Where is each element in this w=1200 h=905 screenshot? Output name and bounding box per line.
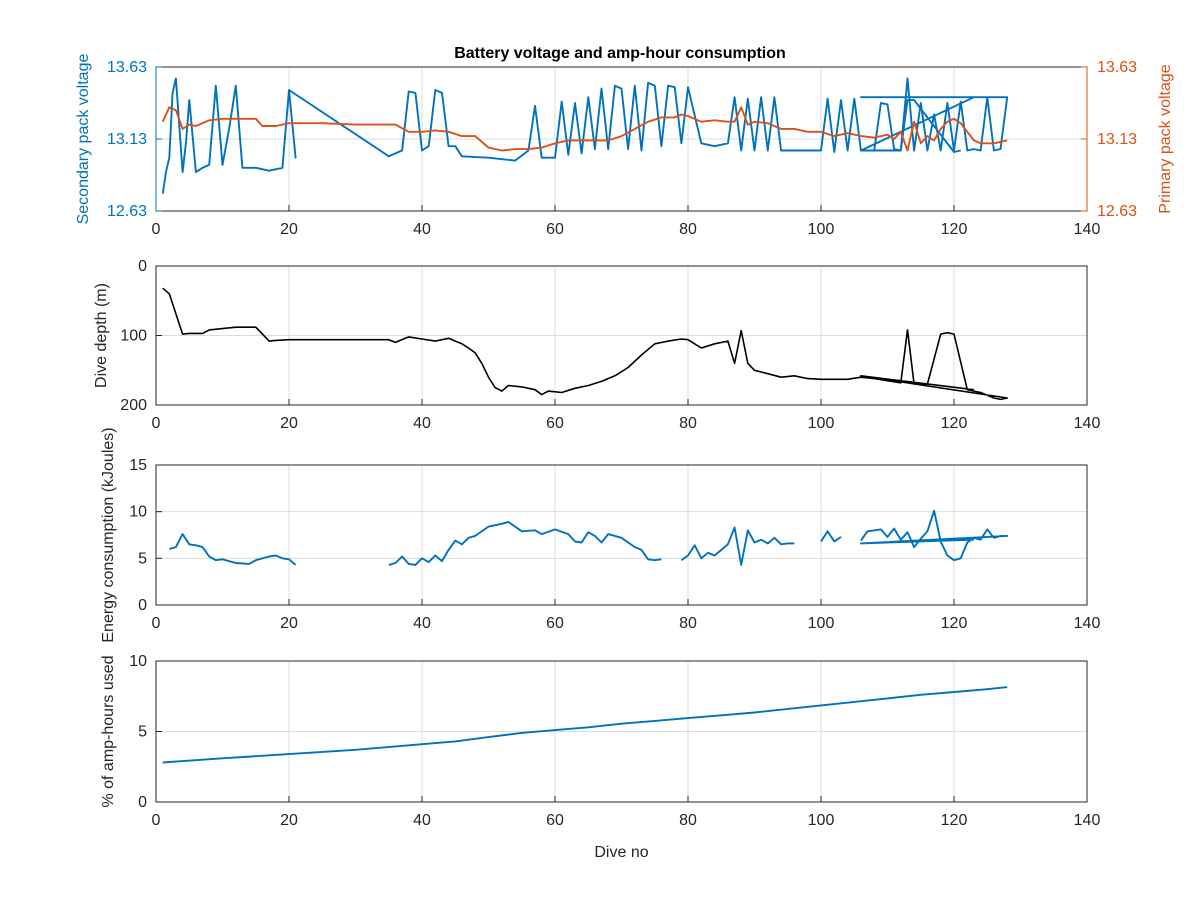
x-tick-label: 20 (280, 221, 298, 238)
y-tick-label: 12.63 (107, 203, 147, 220)
x-tick-label: 80 (679, 615, 697, 632)
x-tick-label: 80 (679, 221, 697, 238)
x-tick-label: 100 (808, 812, 835, 829)
x-tick-label: 140 (1074, 221, 1101, 238)
x-tick-label: 100 (808, 615, 835, 632)
series-line-1-segment-5 (859, 509, 1009, 562)
x-tick-label: 100 (808, 221, 835, 238)
x-tick-label: 20 (280, 615, 298, 632)
x-tick-label: 0 (152, 415, 161, 432)
chart-title: Battery voltage and amp-hour consumption (454, 45, 786, 62)
x-tick-label: 80 (679, 812, 697, 829)
x-tick-label: 0 (152, 812, 161, 829)
panel-3 (155, 464, 1088, 606)
y-axis-label: Secondary pack voltage (75, 54, 92, 225)
x-tick-label: 120 (941, 812, 968, 829)
x-tick-label: 140 (1074, 812, 1101, 829)
x-tick-label: 40 (413, 415, 431, 432)
y-axis-label: Energy consumption (kJoules) (100, 427, 117, 642)
y-tick-label: 5 (138, 550, 147, 567)
x-tick-label: 120 (941, 615, 968, 632)
x-tick-label: 140 (1074, 415, 1101, 432)
axes-box (155, 464, 1088, 606)
x-tick-label: 100 (808, 415, 835, 432)
y-tick-label: 100 (120, 328, 147, 345)
series-line-1-segment-3 (680, 526, 795, 566)
panel-4 (155, 660, 1088, 803)
panel-2 (155, 265, 1088, 406)
x-tick-label: 80 (679, 415, 697, 432)
x-tick-label: 20 (280, 415, 298, 432)
x-tick-label: 120 (941, 415, 968, 432)
series-line-2 (161, 106, 1008, 152)
x-tick-label: 60 (546, 221, 564, 238)
x-tick-label: 60 (546, 415, 564, 432)
panel-1 (155, 66, 1088, 212)
y-tick-label: 10 (129, 504, 147, 521)
y-tick-label: 15 (129, 457, 147, 474)
x-tick-label: 120 (941, 221, 968, 238)
x-axis-label: Dive no (594, 844, 648, 861)
series-line-1 (162, 686, 1008, 764)
x-tick-label: 0 (152, 221, 161, 238)
y2-tick-label: 13.63 (1097, 59, 1137, 76)
y-tick-label: 200 (120, 397, 147, 414)
y-tick-label: 13.63 (107, 59, 147, 76)
y2-tick-label: 12.63 (1097, 203, 1137, 220)
series-line-1 (162, 287, 1009, 401)
x-tick-label: 0 (152, 615, 161, 632)
y-tick-label: 0 (138, 794, 147, 811)
y-tick-label: 0 (138, 258, 147, 275)
y-tick-label: 0 (138, 597, 147, 614)
series-line-1-segment-1 (169, 533, 297, 566)
plot-area (156, 465, 1087, 605)
x-tick-label: 40 (413, 615, 431, 632)
y2-tick-label: 13.13 (1097, 131, 1137, 148)
y-tick-label: 5 (138, 724, 147, 741)
x-tick-label: 60 (546, 812, 564, 829)
series-line-1-segment-2 (388, 520, 662, 566)
y-axis-label: Dive depth (m) (93, 283, 110, 388)
x-tick-label: 40 (413, 221, 431, 238)
y-tick-label: 13.13 (107, 131, 147, 148)
x-tick-label: 40 (413, 812, 431, 829)
series-line-1-segment-4 (820, 530, 842, 543)
y-axis-label: % of amp-hours used (100, 655, 117, 807)
y2-axis-label: Primary pack voltage (1157, 64, 1174, 213)
x-tick-label: 20 (280, 812, 298, 829)
x-tick-label: 140 (1074, 615, 1101, 632)
y-tick-label: 10 (129, 653, 147, 670)
series-line-1 (161, 77, 1009, 194)
x-tick-label: 60 (546, 615, 564, 632)
